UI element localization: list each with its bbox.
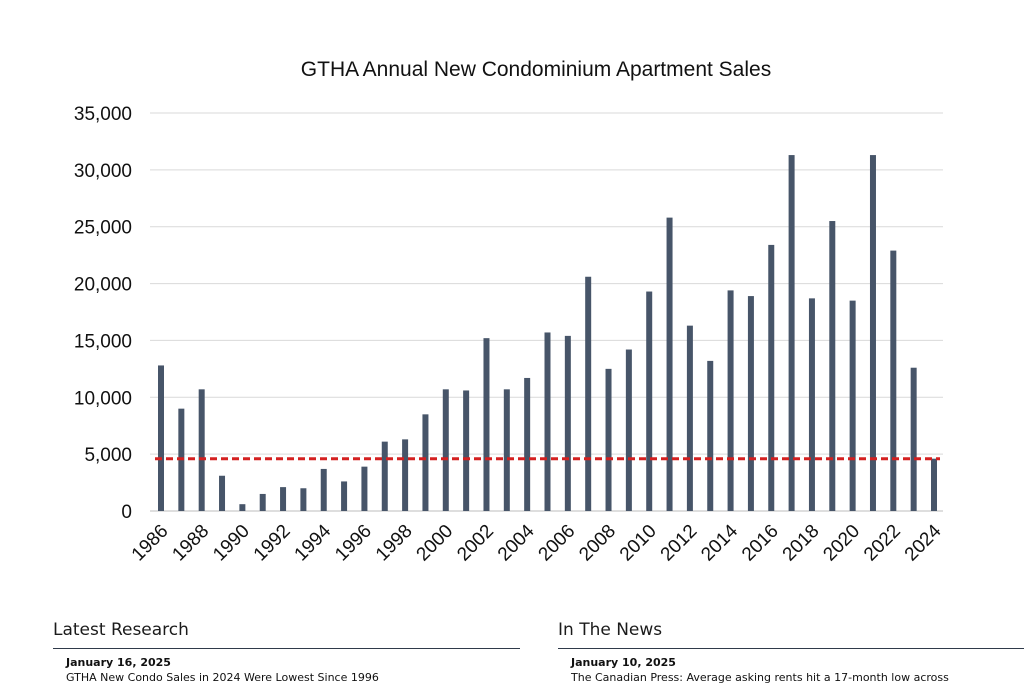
x-tick-label: 2010 <box>616 521 661 566</box>
x-tick-label: 2008 <box>575 521 620 566</box>
bar-1995 <box>341 481 348 511</box>
bar-2024 <box>931 458 937 511</box>
bar-1998 <box>402 439 409 511</box>
x-tick-label: 2018 <box>779 521 824 566</box>
in-the-news-section: In The News January 10, 2025 The Canadia… <box>558 612 1024 690</box>
x-tick-label: 2006 <box>535 521 580 566</box>
y-tick-label: 10,000 <box>74 388 132 409</box>
x-tick-label: 1992 <box>250 521 295 566</box>
research-item[interactable]: January 16, 2025 GTHA New Condo Sales in… <box>53 655 520 685</box>
y-tick-label: 0 <box>121 502 132 523</box>
news-item-date: January 10, 2025 <box>571 656 676 669</box>
x-tick-label: 1988 <box>168 521 213 566</box>
bar-2014 <box>727 290 734 511</box>
bar-1989 <box>219 475 226 511</box>
chart-title: GTHA Annual New Condominium Apartment Sa… <box>301 58 771 81</box>
x-tick-label: 2004 <box>494 520 539 565</box>
bar-2022 <box>890 250 897 511</box>
bar-2008 <box>605 368 612 511</box>
bar-1994 <box>320 468 327 511</box>
in-the-news-heading: In The News <box>558 612 1024 649</box>
x-tick-label: 2016 <box>738 521 783 566</box>
latest-research-heading: Latest Research <box>53 612 520 649</box>
x-tick-label: 1986 <box>128 521 173 566</box>
x-tick-label: 2000 <box>413 521 458 566</box>
x-tick-label: 2024 <box>901 520 946 565</box>
x-tick-label: 2020 <box>819 521 864 566</box>
chart-canvas: GTHA Annual New Condominium Apartment Sa… <box>74 58 946 566</box>
bar-1992 <box>280 487 287 511</box>
news-item-link[interactable]: The Canadian Press: Average asking rents… <box>571 671 949 684</box>
bar-1996 <box>361 466 368 511</box>
bar-2004 <box>524 377 531 511</box>
bar-2021 <box>869 155 876 511</box>
bar-1988 <box>198 389 205 511</box>
x-tick-label: 1996 <box>331 521 376 566</box>
bar-2011 <box>666 217 673 512</box>
latest-research-section: Latest Research January 16, 2025 GTHA Ne… <box>53 612 520 690</box>
y-tick-label: 30,000 <box>74 161 132 182</box>
y-tick-label: 20,000 <box>74 275 132 296</box>
sales-chart: GTHA Annual New Condominium Apartment Sa… <box>74 58 946 566</box>
bar-2003 <box>503 389 510 511</box>
bar-1993 <box>300 488 307 511</box>
y-tick-label: 25,000 <box>74 218 132 239</box>
bar-2005 <box>544 332 551 511</box>
bar-2007 <box>585 276 592 511</box>
bar-1997 <box>381 441 388 511</box>
bar-2002 <box>483 338 490 511</box>
bar-1990 <box>239 504 246 511</box>
research-item-date: January 16, 2025 <box>66 656 171 669</box>
bar-2006 <box>564 335 571 511</box>
bar-2016 <box>768 244 775 511</box>
bar-2020 <box>849 300 856 511</box>
bar-1999 <box>422 414 429 511</box>
news-item[interactable]: January 10, 2025 The Canadian Press: Ave… <box>558 655 1024 685</box>
bar-1991 <box>259 493 266 511</box>
bar-2017 <box>788 155 795 511</box>
y-tick-label: 35,000 <box>74 104 132 125</box>
x-tick-label: 2002 <box>453 521 498 566</box>
research-item-link[interactable]: GTHA New Condo Sales in 2024 Were Lowest… <box>66 671 379 684</box>
bar-2015 <box>747 296 754 511</box>
bar-2001 <box>463 390 470 511</box>
x-tick-label: 2014 <box>697 520 742 565</box>
x-tick-label: 2012 <box>657 521 702 566</box>
bar-2009 <box>625 349 632 511</box>
bar-2023 <box>910 367 917 511</box>
y-tick-label: 5,000 <box>84 445 132 466</box>
bar-2013 <box>707 360 714 511</box>
bar-2000 <box>442 389 449 511</box>
y-tick-label: 15,000 <box>74 331 132 352</box>
bar-2018 <box>808 298 815 511</box>
bar-2019 <box>829 221 836 511</box>
bar-2010 <box>646 291 653 511</box>
bar-1986 <box>158 365 164 511</box>
x-tick-label: 2022 <box>860 521 905 566</box>
x-tick-label: 1990 <box>209 521 254 566</box>
bar-2012 <box>686 325 693 511</box>
x-tick-label: 1994 <box>291 520 336 565</box>
x-tick-label: 1998 <box>372 521 417 566</box>
